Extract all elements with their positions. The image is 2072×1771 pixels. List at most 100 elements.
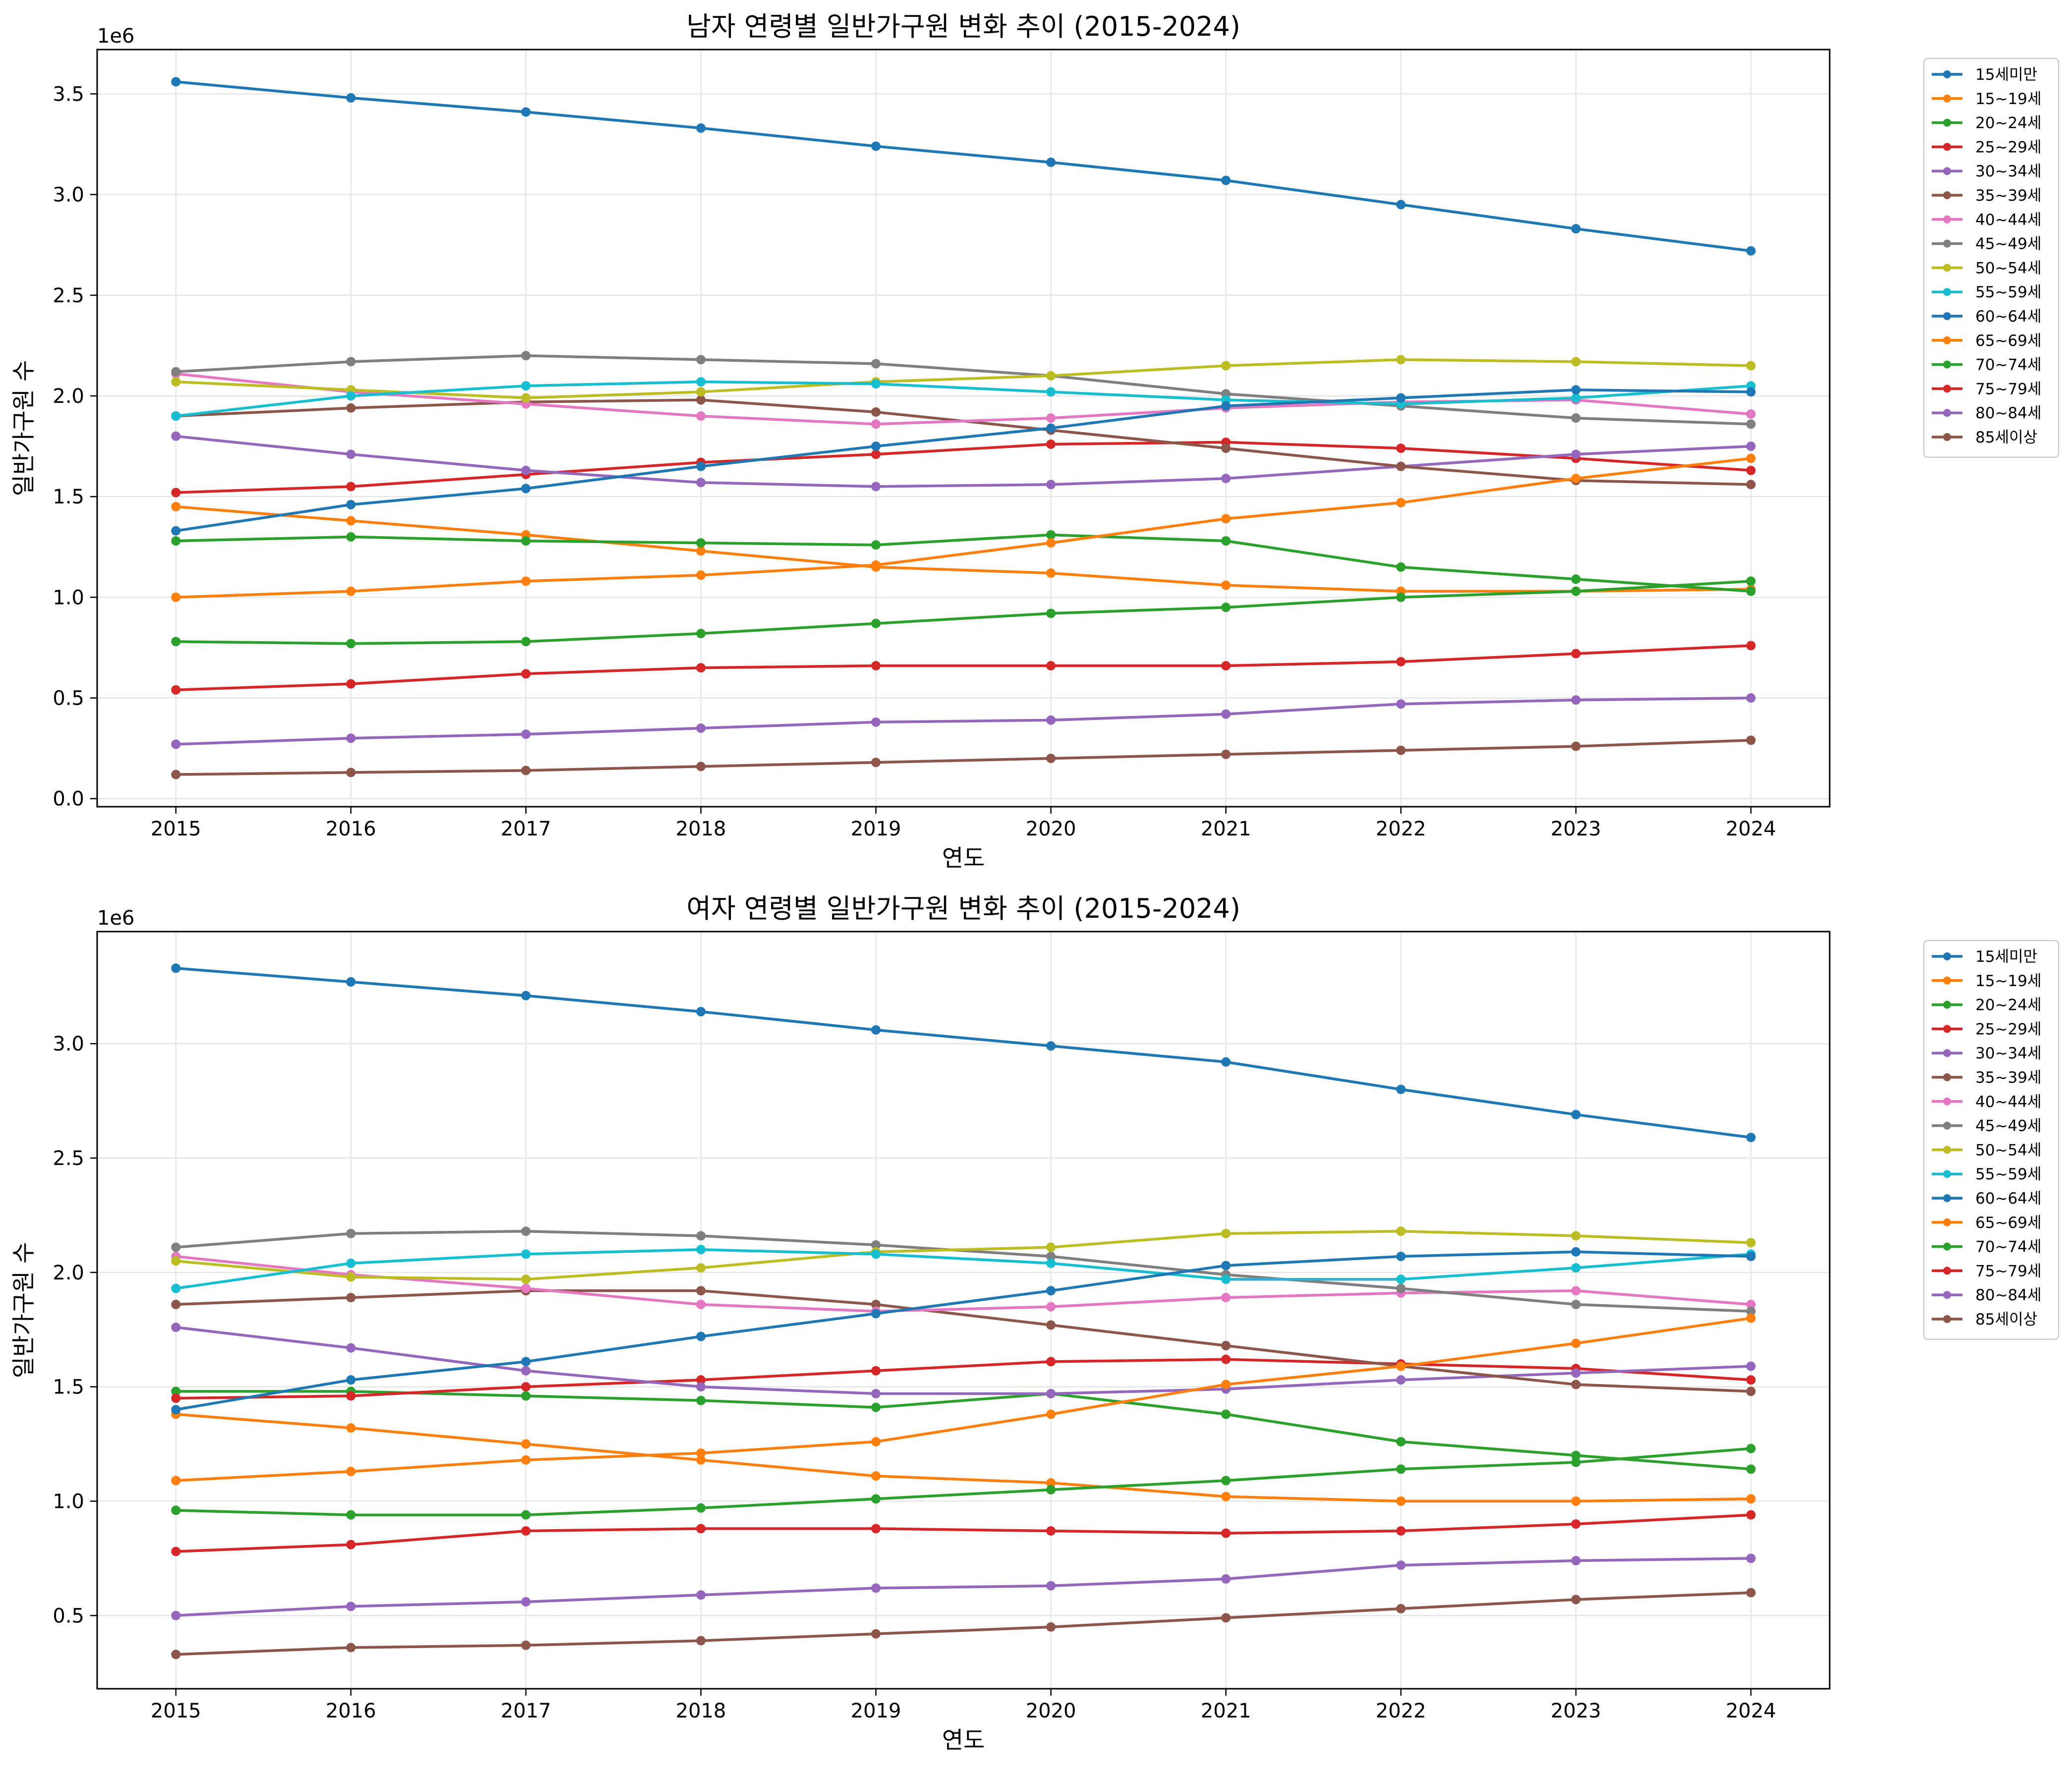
legend-label: 65~69세 xyxy=(1975,332,2041,350)
legend-label: 75~79세 xyxy=(1975,380,2041,398)
legend-label: 80~84세 xyxy=(1975,1286,2041,1304)
legend-marker xyxy=(1943,312,1951,320)
legend-marker xyxy=(1943,191,1951,199)
data-point xyxy=(1396,443,1406,453)
chart-title: 여자 연령별 일반가구원 변화 추이 (2015-2024) xyxy=(686,893,1240,924)
data-point xyxy=(521,1274,531,1284)
data-point xyxy=(521,1439,531,1449)
data-point xyxy=(1571,1247,1581,1257)
data-point xyxy=(521,1510,531,1520)
chart-panel-male: 2015 2016 2017 2018 2019 2020 2021 2022 2023 2024… xyxy=(10,11,2060,872)
series-line xyxy=(175,380,1751,418)
data-point xyxy=(1571,393,1581,403)
data-point xyxy=(346,1643,356,1653)
data-point xyxy=(696,1331,706,1341)
y-tick-label: 2.5 xyxy=(53,1147,84,1170)
data-point xyxy=(346,1602,356,1611)
data-point xyxy=(521,1455,531,1465)
data-point xyxy=(1571,385,1581,395)
data-point xyxy=(1046,1409,1056,1419)
data-point xyxy=(1396,1252,1406,1262)
data-point xyxy=(696,1395,706,1405)
data-point xyxy=(1396,393,1406,403)
data-point xyxy=(1571,741,1581,751)
data-point xyxy=(1396,1361,1406,1371)
x-axis-label: 연도 xyxy=(942,1727,985,1754)
data-point xyxy=(1046,371,1056,381)
data-point xyxy=(696,546,706,556)
legend-label: 25~29세 xyxy=(1975,138,2041,156)
data-point xyxy=(1046,1041,1056,1051)
series-line xyxy=(175,1229,1751,1281)
legend-label: 80~84세 xyxy=(1975,404,2041,422)
data-point xyxy=(696,538,706,548)
data-point xyxy=(346,586,356,596)
data-point xyxy=(696,1455,706,1465)
legend-label: 70~74세 xyxy=(1975,356,2041,374)
x-tick-label: 2018 xyxy=(675,1700,726,1722)
data-point xyxy=(871,359,881,369)
data-point xyxy=(871,1249,881,1259)
data-point xyxy=(871,1309,881,1319)
data-point xyxy=(346,1375,356,1385)
data-point xyxy=(696,1263,706,1273)
data-point xyxy=(871,717,881,727)
legend-marker xyxy=(1943,1315,1951,1323)
data-point xyxy=(171,1283,181,1293)
data-point xyxy=(1396,562,1406,572)
data-point xyxy=(1571,1299,1581,1309)
data-point xyxy=(696,355,706,365)
legend-marker xyxy=(1943,1194,1951,1202)
data-point xyxy=(1046,753,1056,763)
data-point xyxy=(871,1402,881,1412)
data-point xyxy=(171,1299,181,1309)
data-point xyxy=(871,1366,881,1376)
data-point xyxy=(1396,1085,1406,1095)
data-point xyxy=(521,766,531,775)
legend-marker xyxy=(1943,1049,1951,1057)
legend-label: 85세이상 xyxy=(1975,429,2037,446)
series-line xyxy=(175,80,1751,253)
data-point xyxy=(1746,1375,1756,1385)
data-point xyxy=(696,1590,706,1600)
data-point xyxy=(346,1228,356,1238)
y-tick-label: 1.5 xyxy=(53,486,84,508)
x-tick-label: 2022 xyxy=(1376,818,1426,840)
data-point xyxy=(1221,1409,1231,1419)
data-point xyxy=(1746,693,1756,703)
legend-label: 15세미만 xyxy=(1975,948,2037,966)
data-point xyxy=(1571,574,1581,584)
data-point xyxy=(1571,1338,1581,1348)
data-point xyxy=(1396,699,1406,709)
data-point xyxy=(871,1471,881,1481)
series-line xyxy=(175,1250,1751,1411)
data-point xyxy=(871,540,881,550)
series-line xyxy=(175,967,1751,1139)
data-point xyxy=(1046,387,1056,397)
data-point xyxy=(1571,224,1581,234)
data-point xyxy=(696,723,706,733)
legend-frame xyxy=(1923,57,2060,458)
data-point xyxy=(696,1375,706,1385)
data-point xyxy=(871,482,881,492)
x-tick-label: 2016 xyxy=(326,818,376,840)
legend: 15세미만 15~19세 20~24세 25~29세 30~34세 35~39세 40~44… xyxy=(1923,57,2060,458)
data-point xyxy=(871,419,881,429)
data-point xyxy=(696,1286,706,1296)
data-point xyxy=(346,499,356,509)
data-point xyxy=(1746,246,1756,256)
data-point xyxy=(871,661,881,671)
data-point xyxy=(871,758,881,768)
data-point xyxy=(171,431,181,441)
y-axis-label: 일반가구원 수 xyxy=(10,360,38,496)
data-point xyxy=(1571,1109,1581,1119)
data-point xyxy=(1046,1252,1056,1262)
series-line xyxy=(175,1413,1751,1503)
data-point xyxy=(1571,413,1581,423)
data-point xyxy=(521,1382,531,1392)
legend-label: 60~64세 xyxy=(1975,308,2041,326)
data-point xyxy=(346,516,356,526)
data-point xyxy=(1746,1132,1756,1142)
data-point xyxy=(1396,1283,1406,1293)
